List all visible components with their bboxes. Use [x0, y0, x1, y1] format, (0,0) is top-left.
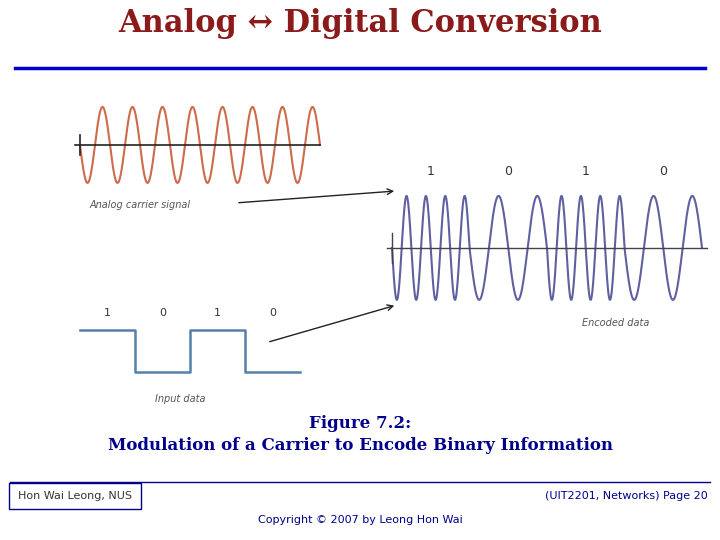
Text: Hon Wai Leong, NUS: Hon Wai Leong, NUS — [18, 491, 132, 501]
Text: 0: 0 — [269, 308, 276, 318]
Text: Analog carrier signal: Analog carrier signal — [89, 200, 191, 210]
Text: Input data: Input data — [155, 394, 205, 404]
Text: 1: 1 — [104, 308, 111, 318]
Text: 0: 0 — [504, 165, 512, 178]
Text: (UIT2201, Networks) Page 20: (UIT2201, Networks) Page 20 — [545, 491, 708, 501]
Text: Encoded data: Encoded data — [582, 318, 649, 328]
Text: 1: 1 — [427, 165, 435, 178]
Text: 0: 0 — [660, 165, 667, 178]
Text: 1: 1 — [582, 165, 590, 178]
Text: Figure 7.2:: Figure 7.2: — [309, 415, 411, 432]
Text: Copyright © 2007 by Leong Hon Wai: Copyright © 2007 by Leong Hon Wai — [258, 515, 462, 525]
Text: Modulation of a Carrier to Encode Binary Information: Modulation of a Carrier to Encode Binary… — [107, 437, 613, 454]
Text: 1: 1 — [214, 308, 221, 318]
Text: 0: 0 — [159, 308, 166, 318]
Text: Analog ↔ Digital Conversion: Analog ↔ Digital Conversion — [118, 8, 602, 39]
FancyBboxPatch shape — [9, 483, 141, 509]
